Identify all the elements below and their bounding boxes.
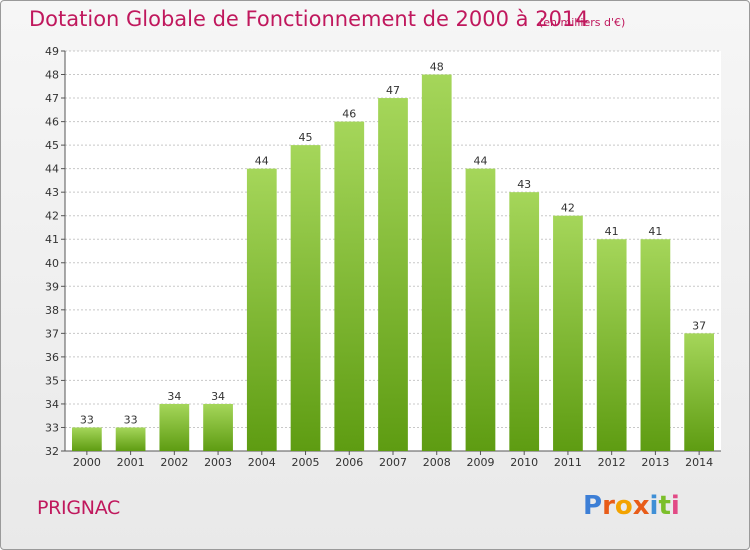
- x-tick-label: 2005: [292, 456, 320, 469]
- bar-value-label: 44: [473, 155, 487, 168]
- y-tick-label: 47: [45, 92, 59, 105]
- x-tick-label: 2003: [204, 456, 232, 469]
- bar-value-label: 44: [255, 155, 269, 168]
- bar: [553, 215, 583, 451]
- y-tick-label: 34: [45, 398, 59, 411]
- y-tick-label: 43: [45, 186, 59, 199]
- bar: [290, 145, 321, 451]
- bar: [465, 168, 496, 451]
- logo-letter: o: [614, 491, 633, 521]
- bar-value-label: 48: [430, 61, 444, 74]
- bar: [159, 403, 190, 451]
- y-tick-label: 33: [45, 421, 59, 434]
- bar-value-label: 42: [561, 202, 575, 215]
- x-tick-label: 2001: [117, 456, 145, 469]
- bar: [334, 121, 365, 452]
- logo-letter: x: [632, 491, 650, 521]
- bar: [596, 239, 627, 451]
- y-tick-label: 48: [45, 69, 59, 82]
- x-tick-label: 2011: [554, 456, 582, 469]
- chart-title: Dotation Globale de Fonctionnement de 20…: [29, 7, 589, 31]
- bar: [421, 74, 452, 451]
- bar-value-label: 45: [299, 131, 313, 144]
- y-tick-label: 38: [45, 304, 59, 317]
- y-tick-label: 37: [45, 327, 59, 340]
- x-tick-label: 2002: [160, 456, 188, 469]
- logo-letter: i: [670, 491, 680, 521]
- x-tick-label: 2013: [641, 456, 669, 469]
- bar-value-label: 47: [386, 84, 400, 97]
- y-tick-label: 41: [45, 233, 59, 246]
- y-tick-label: 44: [45, 163, 59, 176]
- bar: [115, 427, 146, 451]
- y-tick-label: 49: [45, 45, 59, 58]
- x-tick-label: 2009: [466, 456, 494, 469]
- bar-value-label: 33: [124, 413, 138, 426]
- logo-letter: r: [602, 491, 615, 521]
- commune-name: PRIGNAC: [37, 497, 121, 519]
- x-tick-label: 2006: [335, 456, 363, 469]
- y-tick-label: 46: [45, 116, 59, 129]
- y-tick-label: 39: [45, 280, 59, 293]
- bar: [509, 192, 540, 452]
- x-tick-label: 2007: [379, 456, 407, 469]
- logo-letter: t: [658, 491, 671, 521]
- bar: [378, 98, 408, 451]
- chart-unit: (en milliers d'€): [539, 16, 626, 29]
- y-tick-label: 40: [45, 257, 59, 270]
- bar-value-label: 34: [167, 390, 181, 403]
- bar-value-label: 43: [517, 178, 531, 191]
- bar-value-label: 34: [211, 390, 225, 403]
- proxiti-logo: Proxiti: [583, 491, 680, 521]
- bar: [246, 168, 277, 451]
- bar-value-label: 46: [342, 108, 356, 121]
- x-tick-label: 2008: [423, 456, 451, 469]
- y-tick-label: 32: [45, 445, 59, 458]
- y-tick-label: 42: [45, 210, 59, 223]
- logo-letter: i: [649, 491, 659, 521]
- bar: [71, 427, 102, 451]
- x-tick-label: 2012: [598, 456, 626, 469]
- logo-letter: P: [583, 491, 603, 521]
- bar-value-label: 41: [648, 225, 662, 238]
- bar: [640, 239, 671, 451]
- y-tick-label: 45: [45, 139, 59, 152]
- bar-value-label: 37: [692, 319, 706, 332]
- x-tick-label: 2000: [73, 456, 101, 469]
- x-tick-label: 2010: [510, 456, 538, 469]
- bar-value-label: 41: [605, 225, 619, 238]
- x-tick-label: 2014: [685, 456, 713, 469]
- y-tick-label: 35: [45, 374, 59, 387]
- bar-value-label: 33: [80, 413, 94, 426]
- x-tick-label: 2004: [248, 456, 276, 469]
- y-tick-label: 36: [45, 351, 59, 364]
- bar: [203, 403, 233, 451]
- bar: [684, 333, 715, 451]
